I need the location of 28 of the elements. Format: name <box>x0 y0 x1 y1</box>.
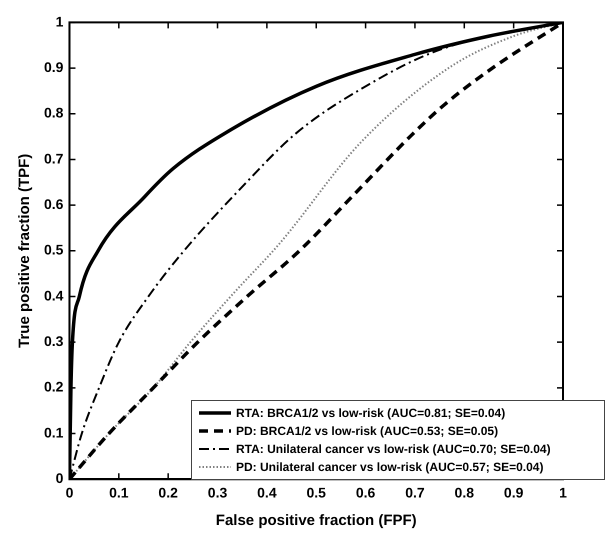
y-tick-label: 0.7 <box>44 150 64 166</box>
legend-label: RTA: BRCA1/2 vs low-risk (AUC=0.81; SE=0.04) <box>236 406 506 420</box>
y-tick-label: 0.8 <box>44 104 64 121</box>
x-tick-label: 0.3 <box>208 484 228 500</box>
x-tick-label: 0.2 <box>158 484 178 500</box>
x-tick-label: 0.1 <box>109 484 129 500</box>
x-tick-label: 0.4 <box>257 484 277 500</box>
x-tick-label: 0.7 <box>405 484 425 500</box>
y-tick-label: 1 <box>56 13 64 30</box>
y-tick-label: 0.5 <box>44 242 64 258</box>
x-tick-label: 0.5 <box>306 484 326 500</box>
x-tick-label: 0 <box>66 484 74 500</box>
y-tick-label: 0.3 <box>44 333 64 350</box>
legend-label: PD: Unilateral cancer vs low-risk (AUC=0.57; SE=0.04) <box>236 460 544 474</box>
x-tick-label: 1 <box>559 484 568 500</box>
y-axis-title: True positive fraction (TPF) <box>16 154 34 348</box>
y-tick-label: 0 <box>56 470 64 486</box>
legend-label: RTA: Unilateral cancer vs low-risk (AUC=0.70; SE=0.04) <box>236 442 551 456</box>
y-tick-label: 0.6 <box>44 196 64 212</box>
x-tick-label: 0.8 <box>454 484 474 500</box>
x-tick-label: 0.9 <box>504 484 524 500</box>
y-tick-label: 0.9 <box>44 58 64 75</box>
x-tick-label: 0.6 <box>356 484 376 500</box>
y-tick-label: 0.4 <box>44 287 64 304</box>
legend-label: PD: BRCA1/2 vs low-risk (AUC=0.53; SE=0.05) <box>236 424 498 438</box>
y-tick-label: 0.2 <box>44 378 64 395</box>
x-axis-title: False positive fraction (FPF) <box>216 512 417 530</box>
y-tick-label: 0.1 <box>44 424 64 440</box>
